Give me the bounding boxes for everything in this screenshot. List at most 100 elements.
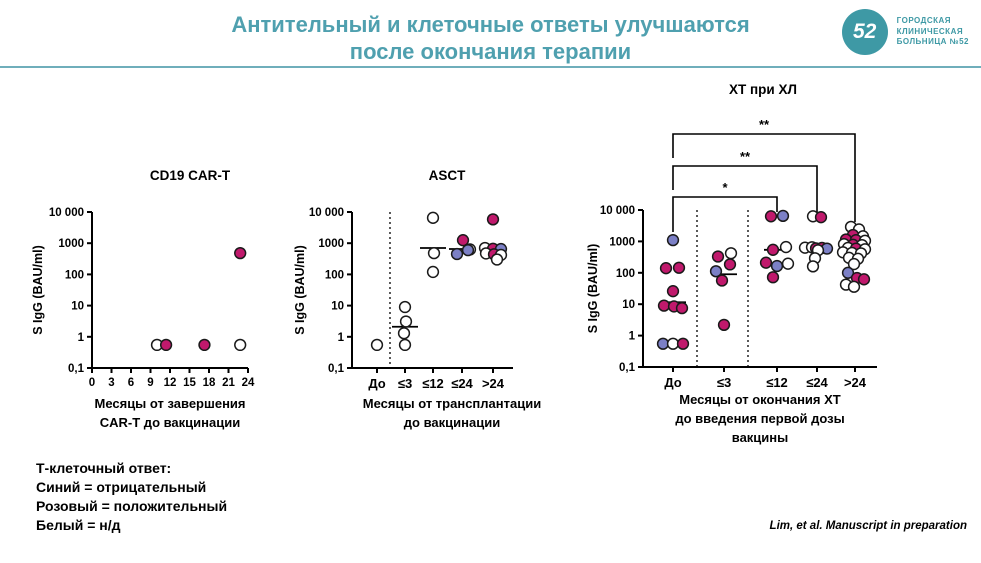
x-tick-label: >24	[482, 376, 505, 391]
x-tick-label: ≤3	[717, 375, 731, 390]
data-point-nd	[370, 338, 384, 352]
x-tick-label: ≤12	[422, 376, 444, 391]
data-point-nd	[397, 327, 411, 340]
data-point-nd	[666, 337, 680, 350]
data-point-pos	[676, 337, 690, 350]
data-point-pos	[717, 318, 731, 331]
panel-title: ХТ при ХЛ	[729, 82, 797, 97]
data-point-nd	[490, 253, 504, 266]
data-point-neg	[461, 243, 475, 257]
data-point-pos	[234, 246, 247, 260]
x-tick-label: До	[664, 375, 681, 390]
data-point-pos	[766, 243, 780, 256]
data-point-pos	[159, 338, 173, 352]
data-point-nd	[426, 211, 440, 224]
data-point-nd	[779, 240, 793, 254]
y-axis-label: S IgG (BAU/ml)	[586, 244, 600, 334]
x-axis-label: до введения первой дозы	[675, 411, 844, 426]
y-tick-label: 0,1	[328, 363, 345, 375]
data-point-pos	[659, 262, 673, 275]
y-tick-label: 100	[616, 268, 635, 280]
data-point-neg	[709, 265, 723, 278]
x-tick-label: 9	[147, 377, 153, 389]
x-tick-label: 6	[128, 377, 134, 389]
x-tick-label: ≤12	[766, 375, 788, 390]
data-point-neg	[666, 233, 680, 247]
data-point-pos	[711, 250, 725, 263]
chart-asct: ASCT 10 000 1000 100 10 1 0,1 До ≤3 ≤12 ≤24 >24 S Ig…	[293, 168, 541, 430]
data-point-nd	[426, 265, 440, 279]
x-tick-label: >24	[844, 375, 867, 390]
y-tick-label: 100	[65, 269, 84, 281]
data-point-pos	[657, 299, 671, 312]
data-point-pos	[675, 301, 689, 315]
data-point-pos	[456, 234, 470, 247]
logo-text-line3: БОЛЬНИЦА №52	[896, 37, 969, 47]
tcell-legend: Т-клеточный ответ: Синий = отрицательный…	[36, 459, 227, 535]
y-tick-label: 10 000	[49, 207, 84, 219]
data-point-pos	[857, 273, 871, 286]
x-tick-label: 24	[242, 377, 255, 389]
x-tick-label: ≤24	[451, 376, 473, 391]
data-point-pos	[723, 258, 737, 271]
significance-label: **	[740, 149, 751, 164]
tcell-legend-title: Т-клеточный ответ:	[36, 460, 172, 476]
chart-cd19-cart: CD19 CAR-T 10 000 1000 100 10 1 0,1 0 3 6 9 12 15 18 2…	[31, 168, 255, 430]
slide-title-line2: после окончания терапии	[349, 39, 632, 64]
tcell-legend-blue: Синий = отрицательный	[36, 479, 207, 495]
y-tick-label: 100	[325, 269, 344, 281]
data-point-nd	[398, 338, 412, 352]
y-tick-label: 0,1	[619, 362, 636, 374]
data-point-nd	[427, 246, 441, 260]
significance-label: **	[759, 117, 770, 132]
x-axis-label: Месяцы от окончания ХТ	[679, 392, 841, 407]
panel-title: ASCT	[429, 168, 467, 183]
data-point-pos	[814, 211, 828, 224]
y-tick-label: 10	[71, 301, 84, 313]
x-axis-label: до вакцинации	[404, 415, 500, 430]
significance-bracket	[672, 165, 818, 212]
data-point-neg	[656, 337, 670, 350]
citation: Lim, et al. Manuscript in preparation	[769, 520, 967, 532]
x-axis-label: Месяцы от трансплантации	[363, 396, 541, 411]
data-point-neg	[770, 259, 784, 273]
y-axis-label: S IgG (BAU/ml)	[293, 245, 307, 335]
title-divider	[0, 66, 981, 68]
x-axis-label: вакцины	[732, 430, 789, 445]
panel-title: CD19 CAR-T	[150, 168, 231, 183]
data-point-nd	[234, 338, 247, 352]
data-point-nd	[847, 257, 861, 271]
data-point-pos	[198, 338, 211, 352]
data-point-pos	[759, 256, 773, 269]
y-axis-label: S IgG (BAU/ml)	[31, 245, 45, 335]
x-tick-label: 15	[183, 377, 196, 389]
y-tick-label: 1000	[609, 236, 635, 248]
data-point-nd	[399, 315, 413, 328]
x-tick-label: 12	[164, 377, 177, 389]
significance-bracket	[672, 133, 856, 222]
significance-bracket	[672, 196, 778, 232]
y-tick-label: 1000	[318, 238, 344, 250]
logo-text-line1: ГОРОДСКАЯ	[896, 16, 952, 26]
tcell-legend-white: Белый = н/д	[36, 517, 121, 533]
y-tick-label: 1	[338, 332, 345, 344]
y-tick-label: 1	[629, 331, 636, 343]
x-tick-label: ≤3	[398, 376, 412, 391]
y-tick-label: 10	[622, 299, 635, 311]
data-point-pos	[486, 213, 500, 226]
logo-52-badge: 52	[841, 9, 888, 55]
data-point-pos	[666, 285, 680, 298]
data-point-pos	[672, 261, 686, 274]
data-point-neg	[450, 247, 464, 261]
y-tick-label: 0,1	[68, 363, 85, 375]
data-point-nd	[724, 247, 738, 260]
y-tick-label: 1	[78, 332, 85, 344]
y-tick-label: 1000	[58, 238, 84, 250]
x-tick-label: 18	[203, 377, 216, 389]
y-tick-label: 10 000	[309, 207, 344, 219]
x-tick-label: 3	[108, 377, 114, 389]
x-tick-label: 0	[89, 377, 95, 389]
hospital-logo: 52 ГОРОДСКАЯ КЛИНИЧЕСКАЯ БОЛЬНИЦА №52	[841, 9, 969, 55]
x-tick-label: До	[368, 376, 385, 391]
